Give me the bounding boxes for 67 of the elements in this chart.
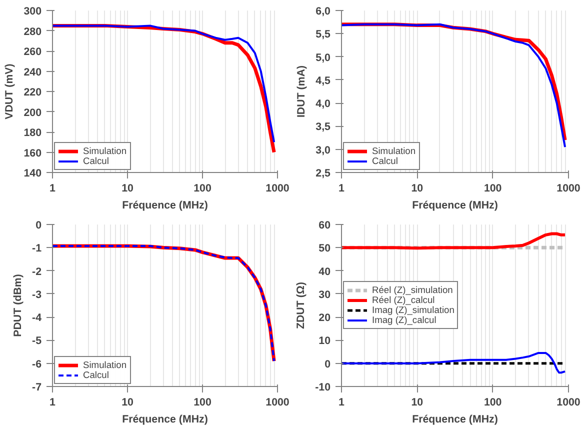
legend-label: Simulation xyxy=(83,146,127,156)
legend-label: Imag (Z)_calcul xyxy=(372,315,436,325)
x-axis-title: Fréquence (MHz) xyxy=(122,200,208,212)
x-tick-label: 10 xyxy=(122,182,134,194)
y-tick-label: 160 xyxy=(24,147,42,160)
legend-label: Simulation xyxy=(83,360,127,370)
x-tick-label: 1 xyxy=(338,182,345,194)
y-tick-label: 5,0 xyxy=(316,52,331,64)
y-tick-label: 200 xyxy=(24,106,42,119)
y-tick-label: 0 xyxy=(36,220,42,232)
y-tick-label: 260 xyxy=(24,46,42,58)
x-tick-label: 1000 xyxy=(556,396,580,408)
x-tick-label: 1 xyxy=(50,182,56,194)
y-tick-label: 140 xyxy=(24,168,42,180)
x-tick-label: 100 xyxy=(194,182,212,194)
x-tick-label: 1000 xyxy=(556,182,580,194)
y-tick-label: 3,0 xyxy=(316,144,331,156)
x-tick-label: 100 xyxy=(484,396,502,408)
y-tick-label: -4 xyxy=(32,312,42,324)
y-tick-label: -2 xyxy=(32,266,42,278)
y-tick-label: 4,5 xyxy=(316,74,331,87)
legend-label: Simulation xyxy=(372,146,416,156)
y-axis-title: ZDUT (Ω) xyxy=(295,282,308,330)
x-tick-label: 1 xyxy=(338,396,345,408)
x-tick-label: 10 xyxy=(411,396,424,408)
y-tick-label: -5 xyxy=(32,335,42,348)
y-tick-label: 300 xyxy=(24,6,42,18)
y-tick-label: -7 xyxy=(32,382,42,394)
legend-label: Réel (Z)_calcul xyxy=(372,295,435,305)
y-tick-label: 50 xyxy=(318,242,331,255)
y-tick-label: -3 xyxy=(32,288,42,301)
y-tick-label: 6,0 xyxy=(316,6,331,18)
y-axis-title: PDUT (dBm) xyxy=(12,274,24,337)
legend-label: Imag (Z)_simulation xyxy=(372,305,454,315)
x-axis-title: Fréquence (MHz) xyxy=(412,414,498,426)
x-tick-label: 1000 xyxy=(266,182,290,194)
x-tick-label: 100 xyxy=(194,396,212,408)
y-tick-label: 10 xyxy=(318,335,331,348)
y-tick-label: 3,5 xyxy=(316,121,331,134)
x-axis-title: Fréquence (MHz) xyxy=(412,200,498,212)
y-tick-label: -1 xyxy=(32,242,42,255)
legend-label: Calcul xyxy=(372,156,398,166)
y-tick-label: 180 xyxy=(24,127,42,139)
x-tick-label: 1 xyxy=(50,396,56,408)
legend-label: Réel (Z)_simulation xyxy=(372,285,453,295)
y-tick-label: 280 xyxy=(24,26,42,38)
x-tick-label: 100 xyxy=(484,182,502,194)
legend-label: Calcul xyxy=(83,156,109,166)
y-tick-label: 20 xyxy=(318,312,331,324)
y-tick-label: 40 xyxy=(318,266,331,278)
y-tick-label: 2,5 xyxy=(316,168,331,180)
x-axis-title: Fréquence (MHz) xyxy=(122,414,208,426)
y-tick-label: 240 xyxy=(24,66,42,78)
y-tick-label: 30 xyxy=(318,288,331,301)
legend-label: Calcul xyxy=(83,370,109,380)
y-axis-title: IDUT (mA) xyxy=(296,65,308,118)
x-tick-label: 10 xyxy=(411,182,424,194)
y-tick-label: 4,0 xyxy=(316,98,331,110)
y-axis-title: VDUT (mV) xyxy=(4,63,16,120)
y-tick-label: 220 xyxy=(24,86,42,98)
y-tick-label: 60 xyxy=(318,220,331,232)
y-tick-label: 0 xyxy=(324,358,331,370)
x-tick-label: 10 xyxy=(122,396,134,408)
x-tick-label: 1000 xyxy=(266,396,290,408)
y-tick-label: -6 xyxy=(32,358,42,370)
y-tick-label: -10 xyxy=(315,382,331,394)
y-tick-label: 5,5 xyxy=(316,28,331,41)
